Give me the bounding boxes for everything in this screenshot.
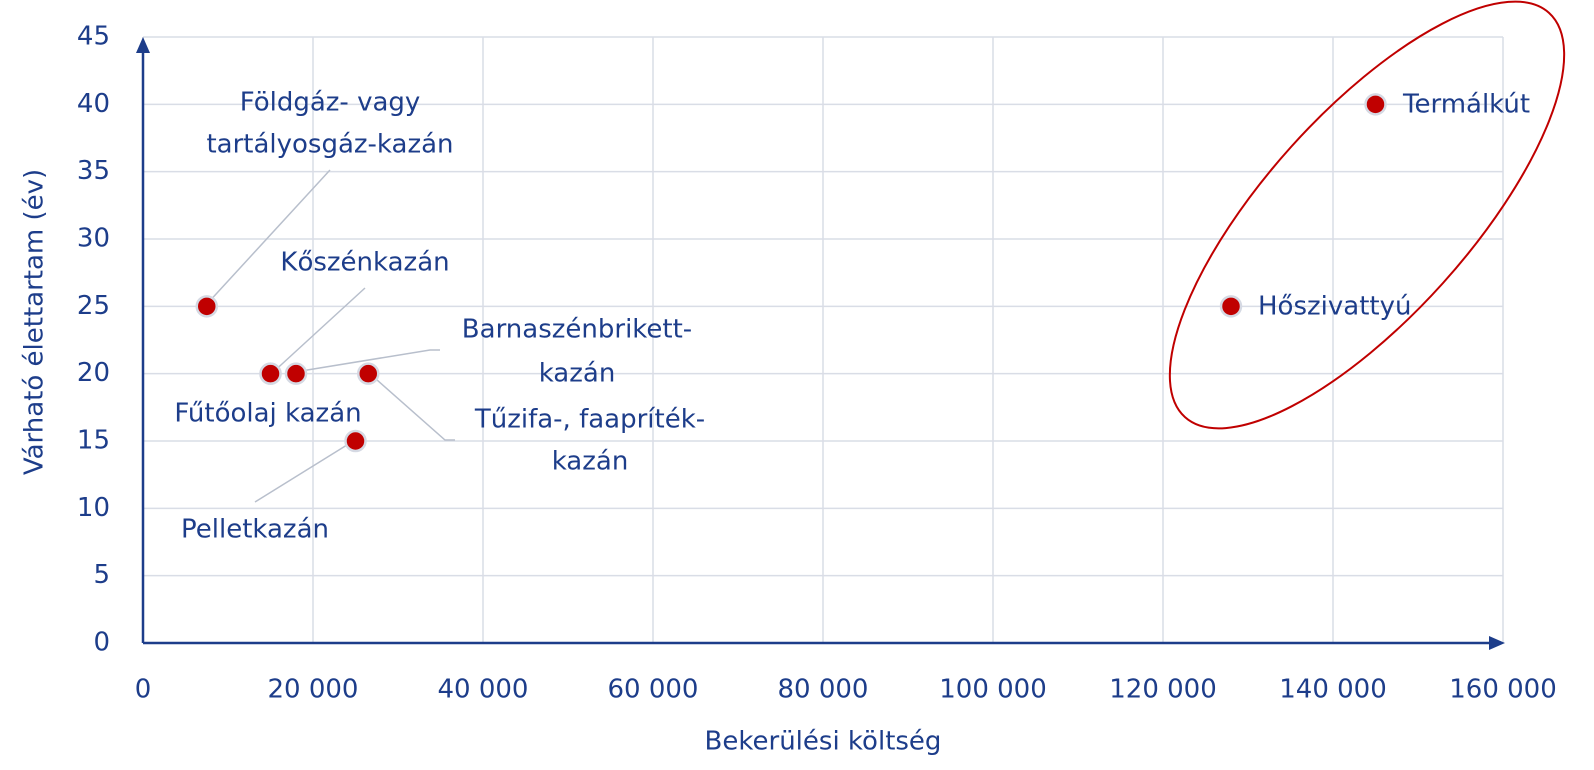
data-point <box>1219 295 1243 318</box>
x-tick-label: 0 <box>135 675 152 705</box>
y-tick-label: 20 <box>77 358 110 388</box>
data-point <box>284 362 308 385</box>
point-label: Tűzifa-, faapríték- <box>474 405 705 435</box>
x-tick-label: 20 000 <box>268 675 359 705</box>
highlight-ellipse <box>1168 0 1566 430</box>
y-tick-label: 5 <box>93 560 110 590</box>
point-label: kazán <box>539 359 616 389</box>
y-tick-label: 45 <box>77 22 110 52</box>
point-label: kazán <box>552 447 629 477</box>
y-tick-label: 35 <box>77 156 110 186</box>
x-tick-label: 160 000 <box>1449 675 1557 705</box>
y-tick-label: 15 <box>77 426 110 456</box>
y-tick-label: 40 <box>77 89 110 119</box>
data-point <box>344 429 367 453</box>
data-point <box>357 362 380 385</box>
point-label: tartályosgáz-kazán <box>206 130 453 160</box>
leader-line <box>294 349 440 373</box>
y-tick-label: 0 <box>93 628 110 658</box>
x-tick-label: 80 000 <box>778 675 869 705</box>
point-label: Barnaszénbrikett- <box>462 315 692 345</box>
point-label: Hőszivattyú <box>1258 292 1411 322</box>
leader-line <box>205 169 331 306</box>
data-point <box>195 295 218 318</box>
x-axis-arrow <box>1489 636 1505 650</box>
y-tick-label: 30 <box>77 224 110 254</box>
point-label: Pelletkazán <box>181 515 329 545</box>
y-tick-label: 10 <box>77 493 110 523</box>
point-label: Földgáz- vagy <box>240 88 421 118</box>
leader-line <box>254 439 356 503</box>
data-point <box>1364 93 1387 116</box>
point-label: Termálkút <box>1402 90 1530 120</box>
x-tick-label: 60 000 <box>608 675 699 705</box>
x-tick-label: 120 000 <box>1109 675 1217 705</box>
x-axis-title: Bekerülési költség <box>705 727 942 757</box>
x-tick-label: 40 000 <box>438 675 529 705</box>
leader-line <box>367 371 455 441</box>
y-axis-title: Várható élettartam (év) <box>20 169 50 475</box>
data-point <box>259 362 282 385</box>
x-tick-label: 100 000 <box>939 675 1047 705</box>
leader-line <box>269 287 366 376</box>
point-label: Kőszénkazán <box>280 248 449 278</box>
y-axis-arrow <box>136 37 150 53</box>
point-label: Fűtőolaj kazán <box>174 399 361 429</box>
y-tick-label: 25 <box>77 291 110 321</box>
x-tick-label: 140 000 <box>1279 675 1387 705</box>
